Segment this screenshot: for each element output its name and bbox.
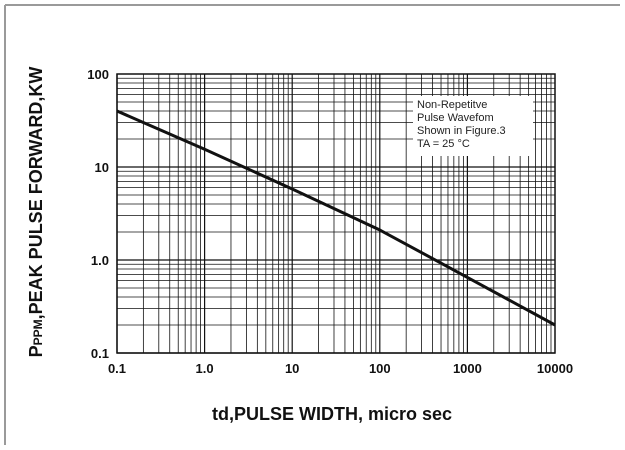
y-axis-label-rest: ,PEAK PULSE FORWARD,KW [26,67,46,320]
annotation-line: Shown in Figure.3 [417,125,506,137]
x-tick-label: 1.0 [196,361,214,376]
y-axis-label-prefix: P [26,345,46,357]
y-tick-labels: 0.1 1.0 10 100 [87,67,109,361]
plot-border [116,73,556,354]
x-tick-labels: 0.1 1.0 10 100 1000 10000 [108,361,573,376]
y-tick-label: 10 [95,160,109,175]
x-tick-label: 1000 [453,361,482,376]
x-tick-label: 0.1 [108,361,126,376]
annotation-background [413,96,533,156]
y-tick-label: 1.0 [91,253,109,268]
x-tick-label: 10 [285,361,299,376]
x-tick-label: 10000 [537,361,573,376]
y-tick-label: 0.1 [91,346,109,361]
series-line [116,109,556,327]
y-axis-label-subscript: PPM [31,319,45,345]
y-axis-label: PPPM,PEAK PULSE FORWARD,KW [26,67,46,358]
annotation-line: TA = 25 °C [417,138,470,150]
annotation-line: Pulse Wavefom [417,112,494,124]
x-tick-label: 100 [369,361,391,376]
y-tick-label: 100 [87,67,109,82]
grid [116,74,555,354]
x-axis-label: td,PULSE WIDTH, micro sec [212,404,452,424]
annotation-line: Non-Repetitve [417,99,487,111]
